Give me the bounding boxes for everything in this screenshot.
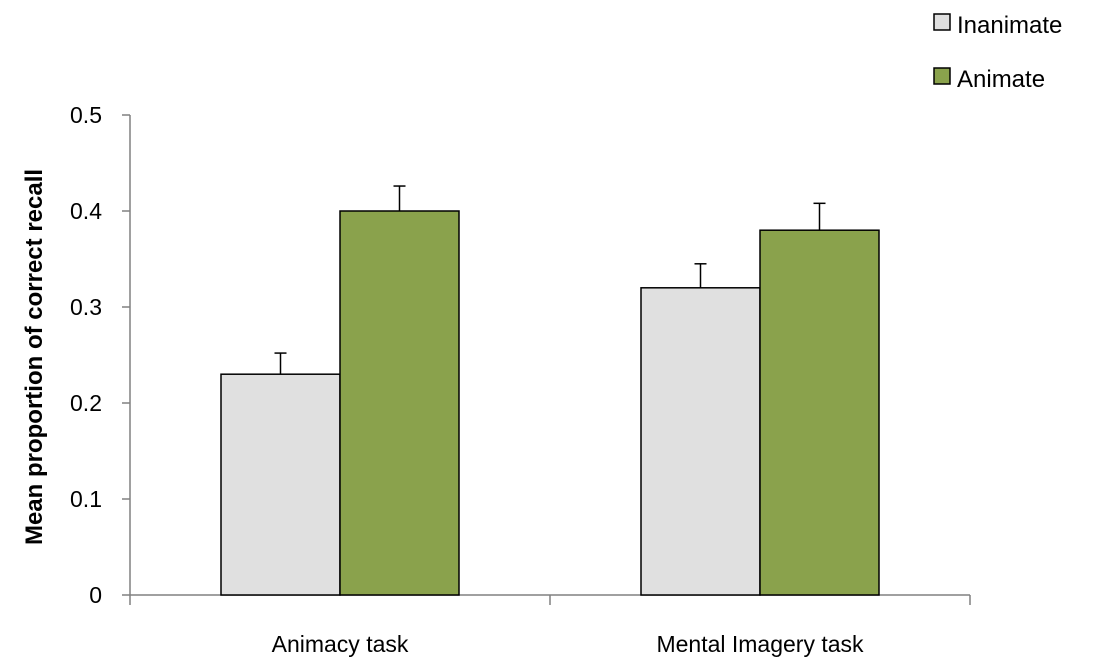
legend-swatch — [933, 13, 951, 31]
y-tick-label: 0.3 — [70, 294, 102, 320]
y-axis: 0 0.1 0.2 0.3 0.4 0.5 — [70, 102, 131, 608]
y-tick-label: 0 — [89, 582, 102, 608]
bars — [220, 210, 880, 596]
bar-inanimate — [220, 373, 341, 596]
x-tick-label: Animacy task — [272, 631, 409, 657]
error-bars — [274, 185, 826, 375]
y-axis-title: Mean proportion of correct recall — [21, 169, 48, 545]
bar-inanimate — [640, 287, 761, 596]
bar-animate — [759, 229, 880, 596]
legend-label: Inanimate — [957, 12, 1062, 39]
x-axis: Animacy task Mental Imagery task — [129, 594, 971, 657]
y-tick-label: 0.2 — [70, 390, 102, 416]
legend: Inanimate Animate — [933, 12, 1062, 93]
y-tick-label: 0.4 — [70, 198, 102, 224]
y-tick-label: 0.1 — [70, 486, 102, 512]
legend-swatch — [933, 67, 951, 85]
legend-label: Animate — [957, 66, 1045, 93]
bar-animate — [339, 210, 460, 596]
y-tick-label: 0.5 — [70, 102, 102, 128]
x-tick-label: Mental Imagery task — [656, 631, 864, 657]
